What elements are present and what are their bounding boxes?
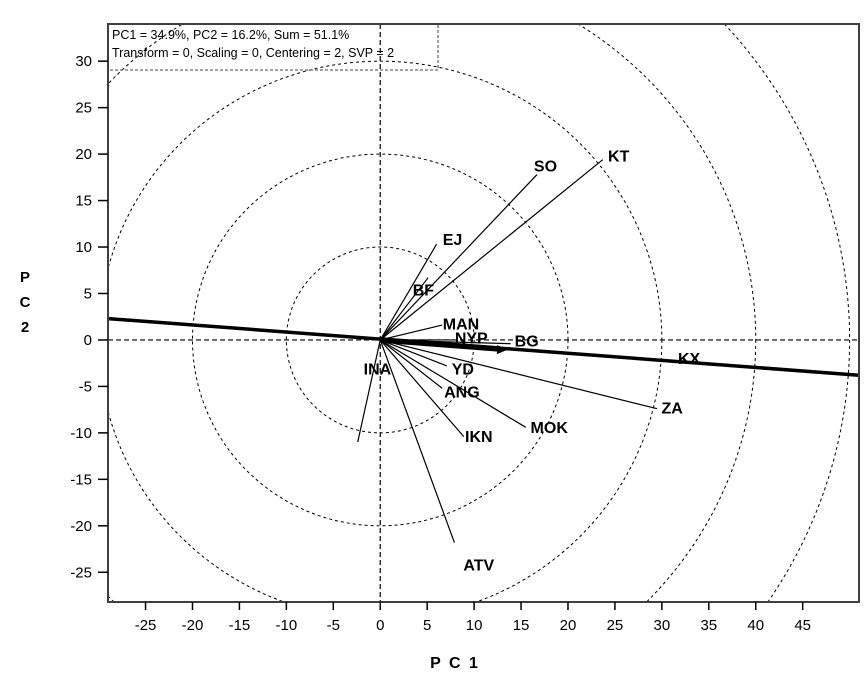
vector-label-MAN: MAN [443, 317, 479, 334]
x-tick-label: 10 [466, 617, 483, 634]
x-tick-label: -15 [229, 617, 251, 634]
stats-box-border [109, 25, 439, 71]
average-axis-arrowhead-icon [496, 345, 508, 355]
x-tick-label: -20 [182, 617, 204, 634]
y-tick-label: 0 [84, 332, 92, 349]
stats-line-1: PC1 = 34.9%, PC2 = 16.2%, Sum = 51.1% [112, 28, 349, 42]
y-tick-label: 5 [84, 285, 92, 302]
y-tick-label: 15 [75, 193, 92, 210]
vector-label-BF: BF [413, 282, 435, 299]
vector-label-YD: YD [452, 361, 474, 378]
vector-label-ZA: ZA [662, 400, 684, 417]
x-tick-label: 40 [747, 617, 764, 634]
vector-label-ATV: ATV [463, 557, 494, 574]
x-tick-label: -5 [327, 617, 340, 634]
y-tick-label: 30 [75, 53, 92, 70]
vector-MOK [379, 339, 527, 428]
y-tick-label: 25 [75, 100, 92, 117]
y-tick-label: -25 [70, 564, 92, 581]
x-tick-label: 0 [376, 617, 384, 634]
y-tick-label: -20 [70, 518, 92, 535]
axis-ticks: -25 -20 -15 -10 -5 0 5 10 15 20 25 30 35 40 45 30 25 20 15… [70, 53, 811, 634]
vector-KX [380, 339, 662, 361]
vector-SO [379, 174, 538, 341]
x-tick-label: 35 [700, 617, 717, 634]
vector-label-INA: INA [364, 361, 392, 378]
vector-MAN [380, 324, 443, 341]
x-tick-label: 20 [560, 617, 577, 634]
vector-label-SO: SO [534, 159, 557, 176]
x-tick-label: 15 [513, 617, 530, 634]
vector-EJ [379, 243, 438, 341]
vector-ATV [379, 339, 455, 543]
vector-label-KT: KT [608, 148, 630, 165]
vector-label-EJ: EJ [443, 232, 463, 249]
vector-YD [380, 339, 448, 367]
vector-IKN [379, 339, 465, 437]
vector-KT [379, 159, 604, 341]
vector-label-ANG: ANG [444, 384, 480, 401]
y-tick-label: -10 [70, 425, 92, 442]
vector-label-KX: KX [678, 351, 701, 368]
y-tick-label: -15 [70, 471, 92, 488]
y-tick-label: 20 [75, 146, 92, 163]
vector-label-BG: BG [515, 333, 539, 350]
vector-label-NYP: NYP [455, 331, 488, 348]
x-tick-label: 25 [607, 617, 624, 634]
plot-border [107, 23, 860, 603]
vector-BF [379, 277, 429, 341]
vector-ZA [380, 339, 658, 410]
vector-INA [357, 339, 381, 443]
x-tick-label: -25 [135, 617, 157, 634]
vector-label-IKN: IKN [465, 429, 493, 446]
x-axis-title: P C 1 [430, 655, 480, 672]
grid-circle-r40 [108, 24, 757, 602]
x-tick-label: 30 [654, 617, 671, 634]
vector-label-MOK: MOK [531, 420, 569, 437]
stats-line-2: Transform = 0, Scaling = 0, Centering = … [112, 46, 394, 60]
x-tick-label: 5 [423, 617, 431, 634]
y-axis-title-letter-3: 2 [21, 319, 29, 336]
x-tick-label: -10 [276, 617, 298, 634]
y-axis-title-letter-1: P [20, 269, 30, 286]
x-tick-label: 45 [794, 617, 811, 634]
vector-BG [380, 339, 511, 345]
y-tick-label: -5 [79, 378, 92, 395]
grid-circle-r50 [723, 24, 850, 602]
y-tick-label: 10 [75, 239, 92, 256]
vector-ANG [379, 339, 443, 389]
y-axis-title-letter-2: C [20, 294, 31, 311]
